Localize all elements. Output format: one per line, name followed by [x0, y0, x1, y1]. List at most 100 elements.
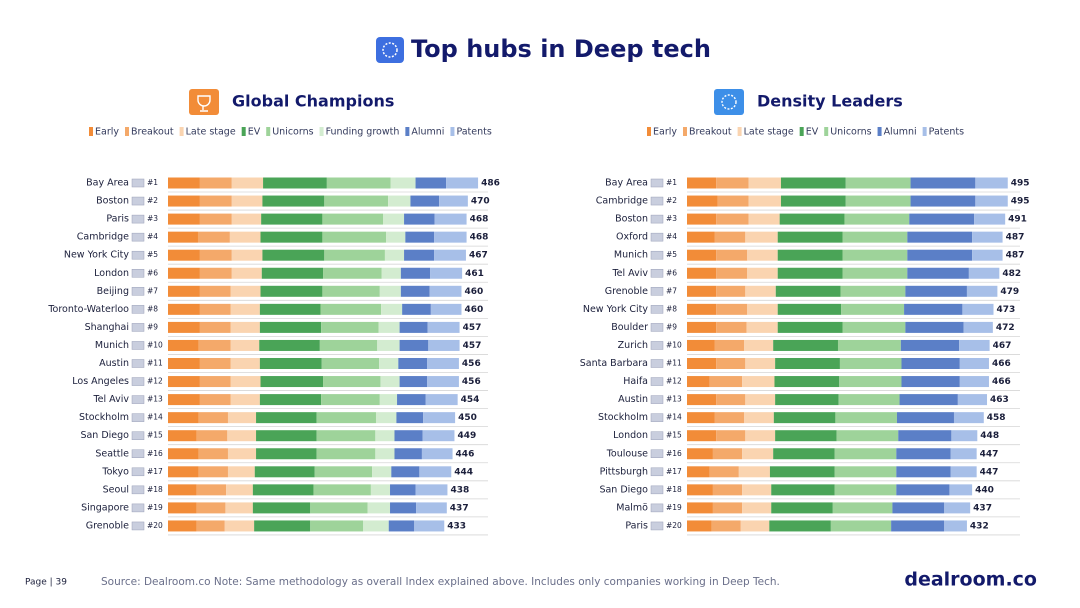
bar-segment [687, 231, 715, 243]
rank: #2 [666, 196, 677, 205]
bar-segment [225, 502, 253, 514]
bar-segment [907, 249, 973, 261]
row-label: Boston [615, 214, 648, 225]
bar-segment [381, 303, 403, 315]
bar-segment [740, 520, 770, 532]
total-label: 472 [996, 323, 1015, 333]
rank: #10 [666, 340, 682, 349]
page-title: Top hubs in Deep tech [411, 35, 711, 63]
total-label: 487 [1006, 251, 1025, 261]
total-label: 454 [461, 395, 480, 405]
bar-segment [714, 339, 745, 351]
bar-segment [410, 195, 440, 207]
bar-segment [687, 358, 717, 369]
bar-segment [775, 394, 839, 406]
legend-swatch [405, 127, 410, 136]
rank: #5 [666, 250, 677, 259]
bar-segment [959, 376, 989, 388]
legend-swatch [683, 127, 687, 136]
rank: #7 [147, 286, 158, 295]
total-label: 438 [450, 485, 469, 495]
bar-segment [771, 484, 835, 496]
total-label: 456 [462, 377, 481, 387]
bar-segment [419, 466, 452, 478]
row-label: Tel Aviv [92, 394, 129, 405]
bar-segment [260, 376, 324, 388]
legend-swatch [319, 127, 324, 136]
bar-segment [427, 376, 459, 388]
bar-segment [687, 520, 712, 532]
bar-segment [168, 195, 200, 207]
bar-segment [199, 195, 232, 207]
flag [650, 413, 664, 422]
bar-segment [430, 303, 462, 315]
bar-segment [254, 466, 315, 478]
legend-swatch [737, 127, 742, 136]
legend-swatch [922, 127, 927, 136]
bar-segment [404, 249, 435, 261]
bar-segment [687, 412, 715, 424]
bar-segment [842, 249, 908, 261]
bar-segment [959, 358, 989, 369]
bar-segment [900, 339, 960, 351]
rank: #12 [666, 377, 682, 386]
row-label: Tokyo [101, 466, 129, 477]
bar-segment [738, 466, 770, 478]
rank: #18 [666, 485, 682, 494]
bar-segment [892, 502, 945, 514]
legend-swatch [824, 127, 829, 136]
bar-segment [230, 303, 260, 315]
bar-segment [313, 484, 371, 496]
rank: #14 [147, 413, 163, 422]
bar-segment [427, 321, 460, 333]
rank: #19 [666, 503, 682, 512]
bar-segment [687, 484, 713, 496]
total-label: 440 [975, 485, 994, 495]
bar-segment [198, 466, 228, 478]
legend-swatch [877, 127, 882, 136]
bar-segment [687, 394, 717, 406]
champions-icon [189, 89, 219, 115]
bar-segment [975, 195, 1008, 207]
legend-label: Breakout [689, 127, 732, 138]
bar-segment [427, 358, 459, 369]
legend-swatch [450, 127, 455, 136]
bar-segment [687, 249, 717, 261]
bar-segment [944, 520, 967, 532]
bar-segment [400, 267, 431, 279]
legend-swatch [241, 127, 246, 136]
bar-segment [168, 448, 199, 460]
bar-segment [687, 303, 717, 315]
bar-segment [370, 484, 391, 496]
total-label: 432 [970, 521, 989, 531]
bar-segment [747, 267, 778, 279]
bar-segment [230, 321, 260, 333]
bar-segment [687, 448, 713, 460]
bar-segment [230, 394, 260, 406]
bar-segment [226, 484, 253, 496]
bar-segment [836, 430, 899, 442]
row-label: Los Angeles [72, 376, 129, 387]
bar-segment [905, 321, 964, 333]
bar-segment [377, 339, 400, 351]
bar-segment [949, 484, 973, 496]
bar-segment [416, 502, 447, 514]
bar-segment [231, 195, 263, 207]
bar-segment [199, 303, 231, 315]
total-label: 491 [1008, 215, 1027, 225]
flag [650, 323, 664, 332]
total-label: 460 [464, 305, 483, 315]
total-label: 467 [993, 341, 1012, 351]
bar-segment [716, 303, 748, 315]
bar-segment [745, 358, 776, 369]
rank: #16 [147, 449, 163, 458]
row-label: Austin [618, 394, 648, 405]
bar-segment [230, 358, 260, 369]
bar-segment [375, 448, 395, 460]
row-label: Paris [625, 520, 648, 531]
bar-segment [910, 177, 976, 189]
bar-segment [168, 321, 200, 333]
total-label: 473 [997, 305, 1016, 315]
row-label: Zurich [618, 340, 648, 351]
bar-segment [747, 249, 778, 261]
